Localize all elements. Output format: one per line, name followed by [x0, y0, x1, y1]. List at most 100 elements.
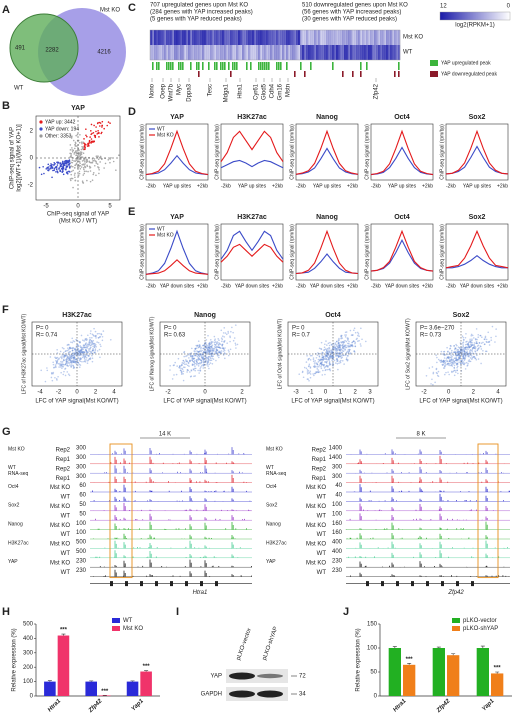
scatter-dot — [93, 158, 96, 160]
scatter-dot — [216, 345, 218, 348]
scatter-dot — [469, 340, 471, 342]
scatter-dot — [432, 371, 435, 374]
scatter-dot — [342, 350, 345, 353]
heat-cell — [230, 45, 233, 60]
track-name: Mst KO — [50, 504, 70, 510]
x-tick-label: +2kb — [497, 183, 508, 189]
scatter-dot — [67, 343, 70, 346]
scatter-dot — [441, 353, 444, 355]
x-tick-label: 4 — [496, 390, 500, 396]
scatter-dot — [465, 352, 467, 354]
scatter-dot — [319, 362, 322, 364]
scatter-dot — [92, 132, 95, 134]
scatter-dot — [196, 358, 198, 361]
scatter-dot — [454, 362, 457, 364]
scatter-dot — [83, 351, 85, 354]
scatter-dot — [461, 349, 464, 352]
scatter-dot — [67, 365, 70, 367]
scatter-dot — [198, 350, 201, 353]
heat-cell — [186, 45, 189, 60]
scatter-dot — [70, 355, 72, 358]
heat-cell — [362, 45, 365, 60]
scatter-dot — [202, 358, 205, 360]
scatter-dot — [79, 133, 81, 136]
scatter-dot — [79, 350, 82, 352]
scatter-dot — [357, 340, 359, 342]
scatter-dot — [198, 346, 200, 348]
scatter-dot — [335, 358, 338, 361]
scatter-dot — [96, 341, 98, 343]
scatter-dot — [328, 350, 330, 353]
scatter-dot — [202, 355, 205, 358]
heat-cell — [368, 45, 371, 60]
scatter-dot — [221, 347, 223, 349]
scatter-dot — [348, 345, 351, 348]
heat-cell — [396, 45, 399, 60]
scatter-dot — [320, 341, 323, 344]
x-tick-label: -1 — [308, 390, 314, 396]
heat-cell — [336, 45, 339, 60]
scatter-dot — [79, 346, 82, 349]
scatter-dot — [196, 355, 199, 358]
scatter-dot — [336, 347, 339, 350]
scatter-dot — [324, 343, 326, 346]
scatter-dot — [338, 349, 341, 351]
scatter-dot — [202, 361, 205, 364]
scatter-dot — [455, 343, 457, 346]
scatter-dot — [79, 357, 82, 359]
scatter-dot — [192, 355, 194, 357]
heat-cell — [214, 45, 217, 60]
scatter-dot — [186, 364, 189, 367]
scatter-dot — [57, 358, 60, 360]
scatter-dot — [86, 350, 89, 353]
heat-cell — [348, 30, 351, 45]
highlight-box — [477, 443, 499, 579]
scatter-dot — [83, 138, 85, 140]
scatter-dot — [93, 164, 96, 167]
scatter-dot — [57, 362, 60, 365]
scatter-dot — [194, 365, 196, 367]
bar — [44, 681, 56, 696]
track-signal — [104, 465, 243, 474]
scatter-dot — [205, 339, 208, 341]
scatter-dot — [94, 160, 97, 162]
peak-tick — [332, 62, 334, 70]
track-signal — [359, 561, 505, 568]
scatter-dot — [194, 375, 196, 377]
scatter-dot — [338, 349, 341, 351]
y-tick-label: 400 — [23, 636, 34, 642]
heat-cell — [348, 45, 351, 60]
legend-swatch — [112, 626, 120, 631]
track-name: WT — [317, 532, 327, 538]
scatter-dot — [69, 356, 71, 359]
scatter-dot — [340, 351, 343, 354]
scatter-dot — [104, 162, 107, 165]
profile-line — [145, 229, 209, 275]
scatter-dot — [443, 362, 446, 364]
scatter-dot — [476, 338, 478, 341]
gene-label: Zfp42 — [374, 83, 380, 99]
scatter-dot — [471, 343, 473, 346]
scatter-dot — [444, 364, 447, 366]
scatter-dot — [60, 371, 62, 374]
scatter-dot — [341, 356, 343, 359]
scale-label: 14 K — [159, 432, 171, 438]
scatter-dot — [89, 344, 91, 347]
heat-cell — [282, 30, 285, 45]
scatter-dot — [213, 349, 215, 352]
scatter-dot — [46, 369, 49, 372]
scatter-dot — [453, 351, 456, 354]
scatter-dot — [348, 350, 350, 352]
scatter-dot — [441, 363, 444, 366]
scatter-dot — [98, 172, 100, 175]
heat-cell — [350, 45, 353, 60]
scatter-dot — [350, 344, 352, 347]
scatter-dot — [442, 359, 445, 362]
scatter-dot — [203, 347, 206, 350]
scatter-dot — [193, 362, 196, 364]
panel-title: Oct4 — [325, 312, 341, 319]
scatter-dot — [70, 170, 73, 173]
scatter-dot — [65, 353, 68, 355]
track-name: Rep2 — [312, 448, 327, 454]
scatter-dot — [90, 344, 92, 347]
